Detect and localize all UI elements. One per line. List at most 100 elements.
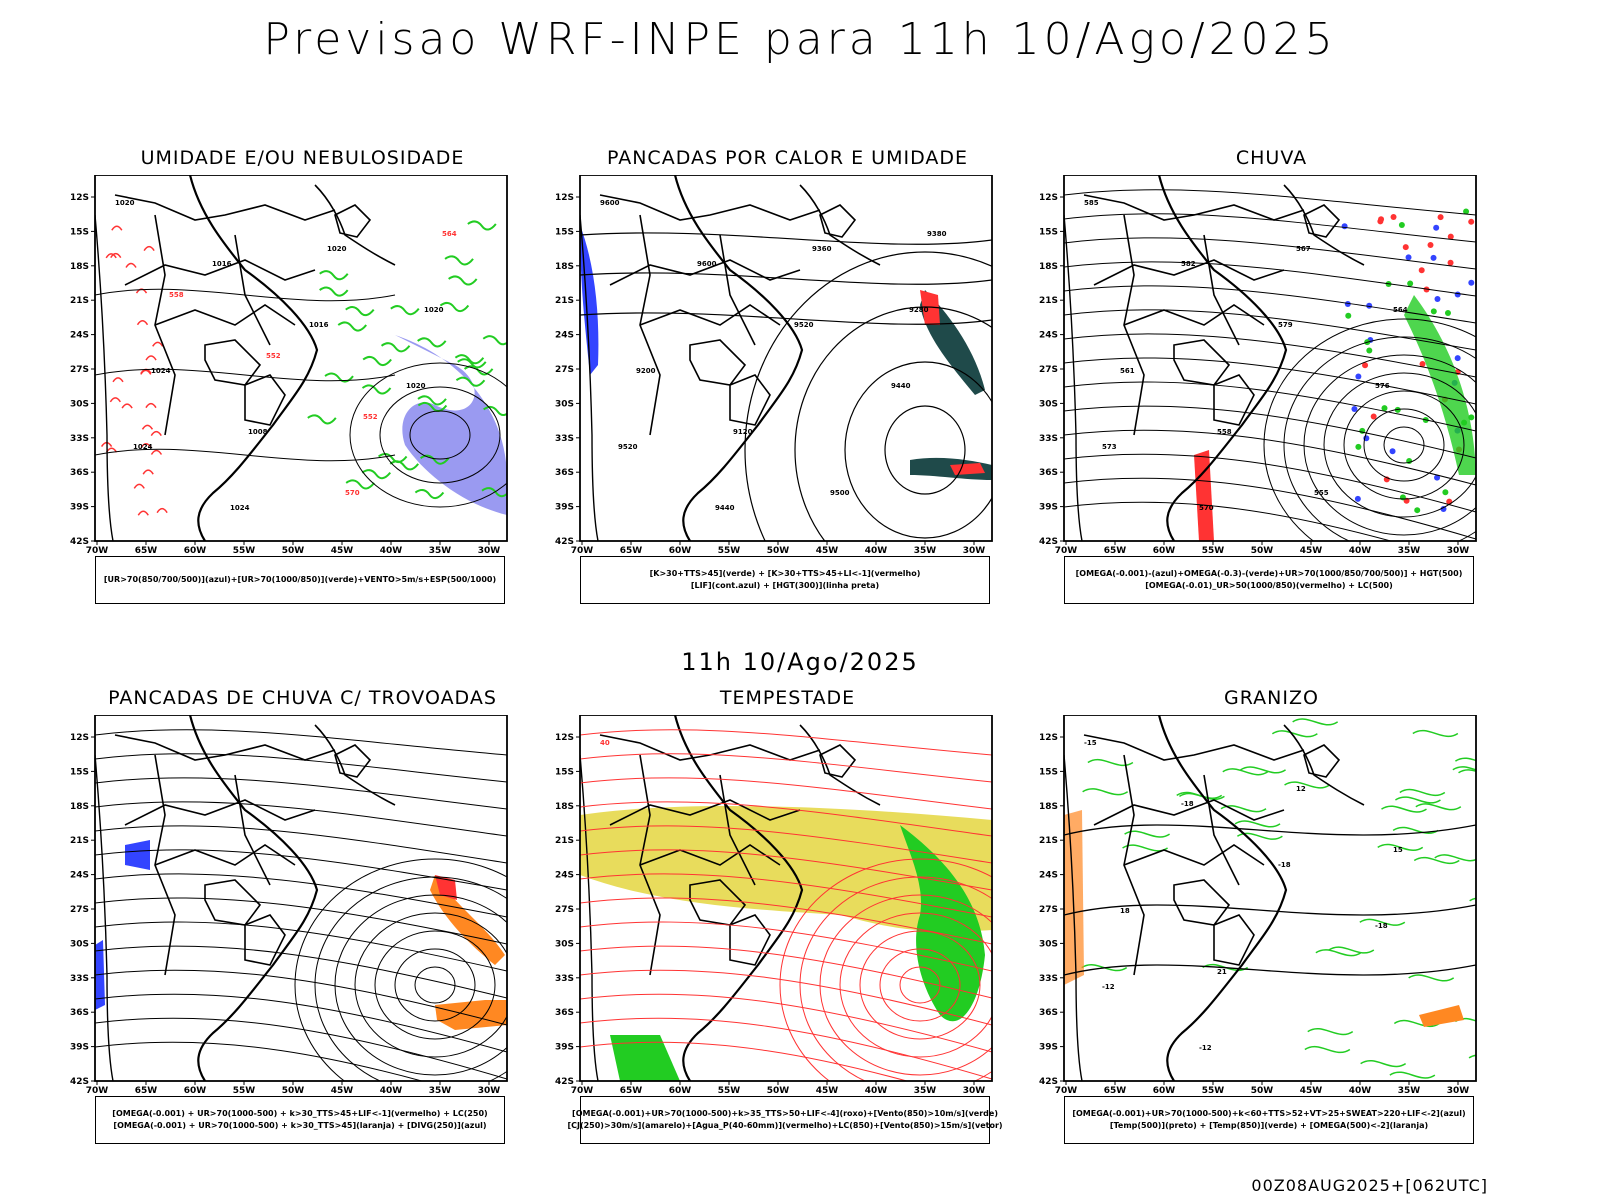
precip-pixel xyxy=(1351,406,1357,412)
contour-label: 9200 xyxy=(636,367,656,375)
contour-label: 9380 xyxy=(927,230,947,238)
contour-label: 570 xyxy=(1199,504,1214,512)
longitude-label: 45W xyxy=(331,1086,354,1096)
panel-3: CHUVA 585 582 579 576 573 570 567 564 561 558 555 12… xyxy=(1009,147,1479,617)
latitude-label: 36S xyxy=(70,468,89,478)
latitude-label: 12S xyxy=(1039,193,1058,203)
panel-title: CHUVA xyxy=(1064,147,1479,169)
latitude-label: 15S xyxy=(555,227,574,237)
longitude-label: 40W xyxy=(380,546,403,556)
contour-label: 1020 xyxy=(115,199,135,207)
longitude-label: 50W xyxy=(767,546,790,556)
latitude-label: 21S xyxy=(555,836,574,846)
contour-label: 552 xyxy=(363,413,378,421)
latitude-label: 12S xyxy=(70,733,89,743)
latitude-label: 39S xyxy=(555,1043,574,1053)
latitude-label: 33S xyxy=(70,974,89,984)
latitude-label: 27S xyxy=(1039,365,1058,375)
latitude-label: 21S xyxy=(70,296,89,306)
latitude-label: 18S xyxy=(70,802,89,812)
longitude-label: 40W xyxy=(865,546,888,556)
contour-label: 573 xyxy=(1102,443,1117,451)
latitude-label: 33S xyxy=(1039,974,1058,984)
latitude-label: 36S xyxy=(1039,468,1058,478)
latitude-label: 15S xyxy=(555,767,574,777)
contour-label: -18 xyxy=(1181,800,1194,808)
map-figure: 1020101610161020102410241020102010241008… xyxy=(40,175,510,567)
longitude-label: 70W xyxy=(571,546,594,556)
panel-1: UMIDADE E/OU NEBULOSIDADE 1020 1016 1016 102… xyxy=(40,147,510,617)
contour-label: 561 xyxy=(1120,367,1135,375)
contour-label: -12 xyxy=(1199,1044,1212,1052)
map-figure: 12S15S18S21S24S27S30S33S36S39S42S70W 65W 6… xyxy=(40,715,510,1107)
longitude-label: 35W xyxy=(914,1086,937,1096)
latitude-label: 18S xyxy=(555,262,574,272)
longitude-label: 70W xyxy=(571,1086,594,1096)
precip-pixel xyxy=(1414,507,1420,513)
contour-label: 555 xyxy=(1314,489,1329,497)
latitude-label: 24S xyxy=(1039,331,1058,341)
longitude-label: 50W xyxy=(282,546,305,556)
legend-line: [LIF](cont.azul) + [HGT(300)](linha pret… xyxy=(691,580,879,592)
precip-pixel xyxy=(1438,214,1444,220)
latitude-label: 36S xyxy=(70,1008,89,1018)
contour-label: 1024 xyxy=(230,504,250,512)
longitude-label: 50W xyxy=(282,1086,305,1096)
precip-pixel xyxy=(1403,244,1409,250)
precip-pixel xyxy=(1448,260,1454,266)
longitude-label: 60W xyxy=(184,546,207,556)
panel-2: PANCADAS POR CALOR E UMIDADE 9600 9600 9520… xyxy=(525,147,995,617)
map-figure: -15 -18 -18 -18 -12 -12 12 15 18 21 12S 15S 18S 21S 24… xyxy=(1009,715,1479,1107)
contour-label: 18 xyxy=(1120,907,1130,915)
contour-label: 579 xyxy=(1278,321,1293,329)
longitude-label: 40W xyxy=(1349,546,1372,556)
contour-label: 9520 xyxy=(794,321,814,329)
latitude-label: 12S xyxy=(555,193,574,203)
longitude-label: 30W xyxy=(1447,1086,1470,1096)
precip-pixel xyxy=(1355,444,1361,450)
legend-line: [OMEGA(-0.001) + UR>70(1000-500) + k>30_… xyxy=(112,1108,487,1120)
latitude-label: 24S xyxy=(555,331,574,341)
forecast-time-title: 11h 10/Ago/2025 xyxy=(0,648,1600,676)
contour-label: 564 xyxy=(1393,306,1408,314)
longitude-label: 60W xyxy=(669,1086,692,1096)
longitude-label: 35W xyxy=(914,546,937,556)
latitude-label: 18S xyxy=(1039,262,1058,272)
run-info: 00Z08AUG2025+[062UTC] xyxy=(1251,1176,1488,1195)
precip-pixel xyxy=(1455,291,1461,297)
panel-legend: [OMEGA(-0.001)+UR>70(1000-500)+k<60+TTS>… xyxy=(1064,1096,1474,1144)
latitude-label: 39S xyxy=(70,503,89,513)
latitude-label: 27S xyxy=(70,365,89,375)
precip-pixel xyxy=(1407,281,1413,287)
longitude-label: 30W xyxy=(963,1086,986,1096)
longitude-label: 65W xyxy=(135,1086,158,1096)
precip-pixel xyxy=(1390,448,1396,454)
precip-pixel xyxy=(1434,296,1440,302)
main-title: Previsao WRF-INPE para 11h 10/Ago/2025 xyxy=(0,14,1600,65)
latitude-label: 21S xyxy=(555,296,574,306)
precip-pixel xyxy=(1377,218,1383,224)
latitude-label: 21S xyxy=(1039,296,1058,306)
latitude-label: 18S xyxy=(555,802,574,812)
longitude-label: 60W xyxy=(184,1086,207,1096)
precip-pixel xyxy=(1433,225,1439,231)
map-figure: 9600960095209440952094409360928092009120… xyxy=(525,175,995,567)
contour-label: -18 xyxy=(1375,922,1388,930)
longitude-label: 50W xyxy=(1251,1086,1274,1096)
precip-pixel xyxy=(1428,242,1434,248)
latitude-label: 15S xyxy=(70,227,89,237)
longitude-label: 55W xyxy=(718,546,741,556)
panel-legend: [K>30+TTS>45](verde) + [K>30+TTS>45+LI<-… xyxy=(580,556,990,604)
latitude-label: 24S xyxy=(70,331,89,341)
instability-red-area xyxy=(950,463,985,475)
contour-label: 9440 xyxy=(891,382,911,390)
legend-line: [Temp(500)](preto) + [Temp(850)](verde) … xyxy=(1110,1120,1428,1132)
legend-line: [OMEGA(-0.001)+UR>70(1000-500)+k<60+TTS>… xyxy=(1072,1108,1465,1120)
longitude-label: 35W xyxy=(1398,1086,1421,1096)
longitude-label: 55W xyxy=(1202,546,1225,556)
latitude-label: 27S xyxy=(555,905,574,915)
longitude-label: 35W xyxy=(429,546,452,556)
latitude-label: 12S xyxy=(555,733,574,743)
contour-label: 558 xyxy=(169,291,184,299)
contour-label: 582 xyxy=(1181,260,1196,268)
